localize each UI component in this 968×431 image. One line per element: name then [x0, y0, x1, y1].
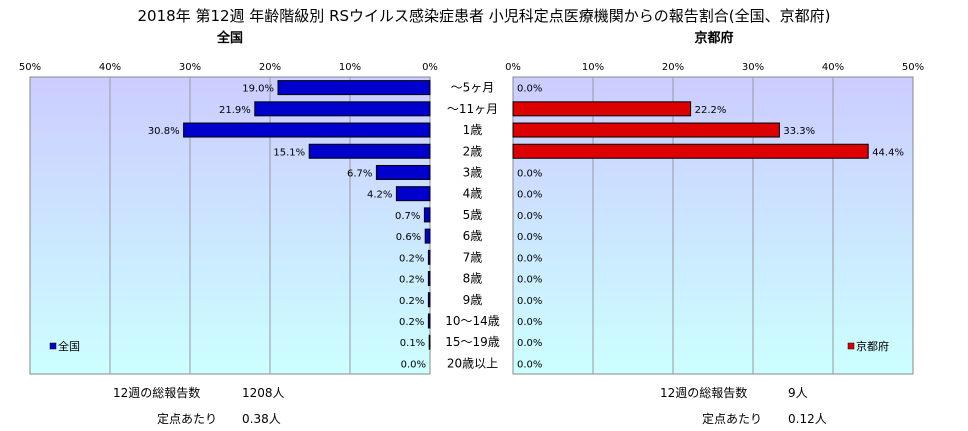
- data-label-kyoto: 0.0%: [517, 232, 542, 243]
- data-label-kyoto: 44.4%: [872, 147, 904, 158]
- data-label-national: 19.0%: [242, 84, 274, 95]
- data-label-national: 30.8%: [148, 126, 180, 137]
- bars: [183, 80, 869, 350]
- category-label: 8歳: [463, 272, 483, 286]
- bar-national: [427, 313, 431, 329]
- kyoto-per-value: 0.12人: [788, 412, 827, 426]
- bar-national: [427, 292, 431, 308]
- x-tick-label-left: 10%: [339, 62, 361, 73]
- legend-swatch-national: [49, 342, 57, 350]
- category-label: 10～14歳: [445, 314, 500, 328]
- national-per-label: 定点あたり: [157, 412, 218, 426]
- legend-label-national: 全国: [58, 339, 80, 353]
- legend-swatch-kyoto: [847, 342, 855, 350]
- data-label-national: 0.1%: [400, 338, 425, 349]
- left-panel-title: 全国: [216, 30, 243, 46]
- data-label-national: 6.7%: [347, 168, 372, 179]
- bar-national: [375, 164, 431, 180]
- national-total-label: 12週の総報告数: [113, 386, 201, 400]
- x-tick-label-right: 30%: [742, 62, 764, 73]
- category-label: 7歳: [463, 250, 483, 264]
- data-label-kyoto: 0.0%: [517, 317, 542, 328]
- bar-national: [427, 249, 431, 265]
- data-label-national: 0.2%: [399, 296, 424, 307]
- x-tick-label-left: 50%: [19, 62, 41, 73]
- category-label: 2歳: [463, 144, 483, 158]
- category-label: ～5ヶ月: [451, 81, 495, 95]
- bar-national: [277, 80, 431, 96]
- category-label: 9歳: [463, 293, 483, 307]
- bar-national: [183, 122, 431, 138]
- bar-national: [423, 207, 431, 223]
- national-total-value: 1208人: [242, 386, 285, 400]
- category-label: 5歳: [463, 208, 483, 222]
- data-label-kyoto: 0.0%: [517, 190, 542, 201]
- data-label-kyoto: 33.3%: [783, 126, 815, 137]
- right-panel-title: 京都府: [694, 30, 733, 46]
- category-label: 6歳: [463, 229, 483, 243]
- bar-national: [427, 271, 431, 287]
- data-label-national: 0.2%: [399, 317, 424, 328]
- data-label-national: 0.7%: [395, 211, 420, 222]
- chart-title: 2018年 第12週 年齢階級別 RSウイルス感染症患者 小児科定点医療機関から…: [138, 7, 831, 25]
- kyoto-per-label: 定点あたり: [702, 412, 763, 426]
- bar-national: [308, 143, 431, 159]
- kyoto-total-value: 9人: [788, 386, 808, 400]
- bar-national: [428, 334, 431, 350]
- data-label-national: 0.0%: [401, 359, 426, 370]
- data-label-kyoto: 0.0%: [517, 211, 542, 222]
- data-label-national: 0.2%: [399, 253, 424, 264]
- bar-national: [424, 228, 431, 244]
- data-label-kyoto: 0.0%: [517, 253, 542, 264]
- data-label-kyoto: 0.0%: [517, 275, 542, 286]
- legend-label-kyoto: 京都府: [856, 339, 889, 353]
- bar-kyoto: [512, 122, 780, 138]
- national-per-value: 0.38人: [242, 412, 281, 426]
- data-label-kyoto: 0.0%: [517, 84, 542, 95]
- kyoto-total-label: 12週の総報告数: [660, 386, 748, 400]
- x-tick-label-right: 20%: [662, 62, 684, 73]
- x-tick-label-right: 10%: [582, 62, 604, 73]
- category-label: 15～19歳: [445, 335, 500, 349]
- category-label: 1歳: [463, 123, 483, 137]
- right-plot-area: [512, 76, 914, 375]
- x-tick-label-left: 30%: [179, 62, 201, 73]
- x-tick-label-left: 0%: [422, 62, 438, 73]
- x-tick-label-right: 50%: [902, 62, 924, 73]
- category-label: 4歳: [463, 187, 483, 201]
- data-label-kyoto: 0.0%: [517, 296, 542, 307]
- bar-national: [254, 101, 431, 117]
- data-label-national: 0.2%: [399, 275, 424, 286]
- data-label-national: 21.9%: [219, 105, 251, 116]
- left-plot-area: [29, 76, 431, 375]
- category-label: 20歳以上: [447, 356, 498, 370]
- data-label-kyoto: 0.0%: [517, 359, 542, 370]
- axis-ticks: 50% 0% 40% 10% 30% 20% 20% 30% 10% 40% 0% 50%: [19, 62, 924, 73]
- bar-kyoto: [512, 101, 692, 117]
- bar-kyoto: [512, 143, 869, 159]
- x-tick-label-left: 20%: [259, 62, 281, 73]
- x-tick-label-right: 0%: [505, 62, 521, 73]
- category-label: 3歳: [463, 165, 483, 179]
- data-label-national: 15.1%: [273, 147, 305, 158]
- data-label-national: 4.2%: [367, 190, 392, 201]
- data-label-national: 0.6%: [396, 232, 421, 243]
- data-label-kyoto: 0.0%: [517, 338, 542, 349]
- data-labels: 19.0% 0.0% 21.9% 22.2% 30.8% 33.3% 15.1% 44.4% 6…: [148, 84, 904, 371]
- category-labels: ～5ヶ月 ～11ヶ月 1歳 2歳 3歳 4歳 5歳 6歳 7歳 8歳 9歳 10～14歳 15～19歳 2…: [445, 81, 500, 371]
- data-label-kyoto: 22.2%: [695, 105, 727, 116]
- bar-national: [395, 186, 431, 202]
- category-label: ～11ヶ月: [447, 102, 498, 116]
- x-tick-label-left: 40%: [99, 62, 121, 73]
- x-tick-label-right: 40%: [822, 62, 844, 73]
- data-label-kyoto: 0.0%: [517, 168, 542, 179]
